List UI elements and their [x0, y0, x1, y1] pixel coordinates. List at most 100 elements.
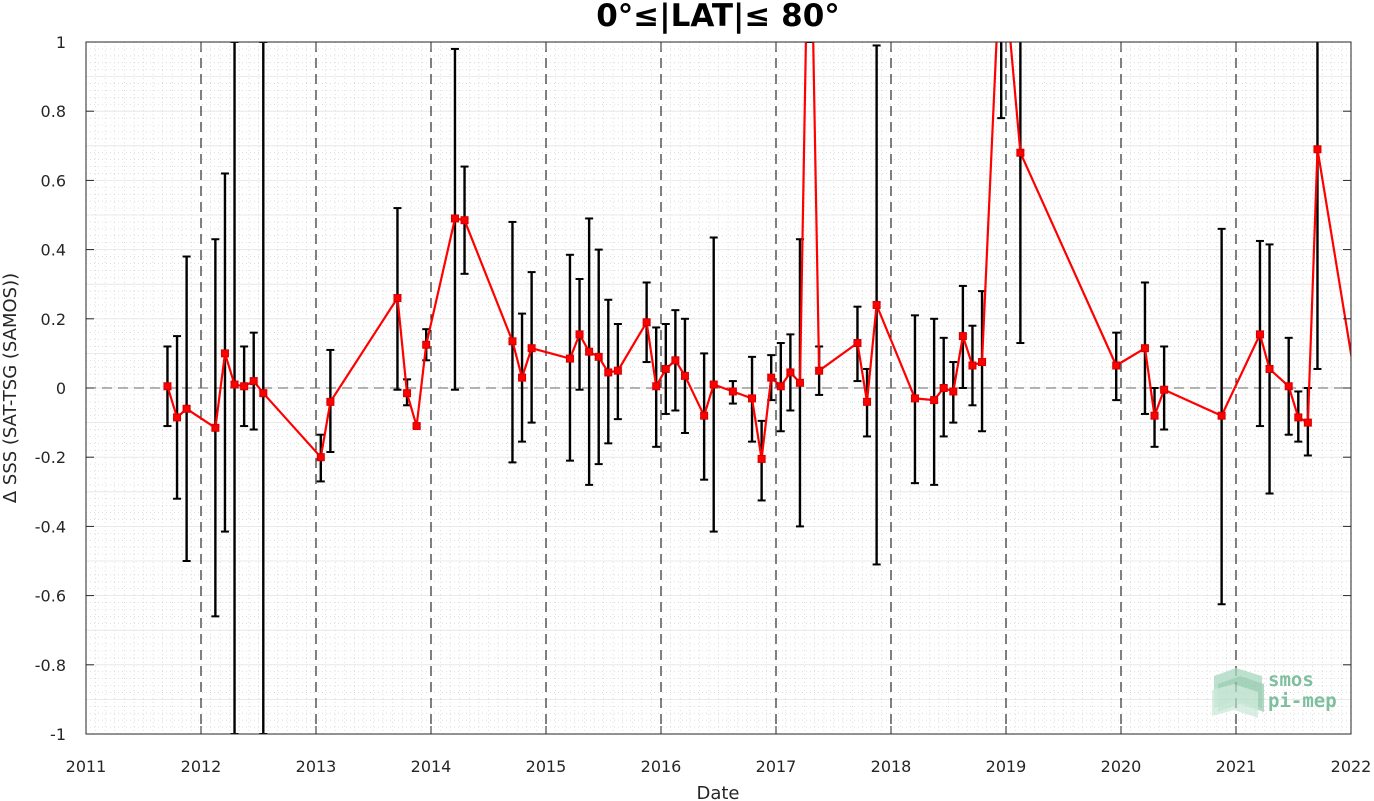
y-tick-label: -0.4 [35, 517, 66, 536]
data-point [230, 380, 239, 389]
logo-text-line2: pi-mep [1268, 690, 1337, 712]
y-tick-labels: -1 -0.8 -0.6 -0.4 -0.2 0 0.2 0.4 0.6 0.8 1 [35, 33, 66, 744]
data-point [163, 382, 172, 391]
data-point [853, 339, 862, 348]
y-tick-label: -0.2 [35, 448, 66, 467]
data-point [613, 366, 622, 375]
data-point [930, 396, 939, 405]
x-tick-label: 2011 [66, 757, 107, 776]
data-point [240, 382, 249, 391]
data-point [182, 404, 191, 413]
data-point [795, 378, 804, 387]
data-point [776, 382, 785, 391]
x-tick-labels: 2011 2012 2013 2014 2015 2016 2017 2018 2019 2020… [66, 757, 1372, 776]
data-point [910, 394, 919, 403]
data-point [815, 366, 824, 375]
y-tick-label: 0.2 [41, 310, 66, 329]
error-bar [259, 42, 268, 734]
data-point [249, 377, 258, 386]
x-axis-label: Date [696, 783, 739, 801]
x-tick-label: 2021 [1216, 757, 1257, 776]
data-point [671, 356, 680, 365]
data-point [700, 411, 709, 420]
x-tick-label: 2019 [986, 757, 1027, 776]
data-point [1284, 382, 1293, 391]
data-point [1313, 145, 1322, 154]
data-point [728, 387, 737, 396]
data-point [767, 373, 776, 382]
smos-pi-mep-logo: smos pi-mep [1212, 668, 1337, 718]
data-point [173, 413, 182, 422]
data-point [565, 354, 574, 363]
data-point [863, 397, 872, 406]
data-point [709, 380, 718, 389]
data-point [939, 384, 948, 392]
data-point [642, 318, 651, 327]
data-point [748, 394, 757, 403]
data-point [585, 347, 594, 356]
data-point [680, 371, 689, 380]
data-point [968, 361, 977, 370]
data-point [594, 352, 603, 361]
data-point [604, 368, 613, 377]
data-point [403, 389, 412, 398]
data-point [1150, 411, 1159, 420]
error-bar [1016, 42, 1025, 345]
chart-title: 0°≤|LAT|≤ 80° [596, 0, 840, 34]
data-point [978, 358, 987, 367]
data-point [661, 364, 670, 373]
data-point [211, 423, 220, 432]
x-tick-label: 2014 [411, 757, 452, 776]
data-point [450, 214, 459, 223]
markers [163, 145, 1359, 463]
minor-grid [86, 42, 1351, 734]
y-tick-label: 0.4 [41, 241, 66, 260]
data-point [1265, 364, 1274, 373]
data-point [757, 454, 766, 463]
x-tick-label: 2015 [526, 757, 567, 776]
series-line [166, 42, 1351, 460]
x-tick-label: 2022 [1331, 757, 1372, 776]
x-tick-label: 2018 [871, 757, 912, 776]
data-point [518, 373, 527, 382]
data-point [958, 332, 967, 341]
y-tick-label: -0.6 [35, 587, 66, 606]
data-point [1140, 344, 1149, 353]
data-point [575, 330, 584, 339]
y-tick-label: -0.8 [35, 656, 66, 675]
data-point [786, 368, 795, 377]
logo-text-line1: smos [1268, 669, 1314, 691]
data-point [527, 344, 536, 353]
data-point [1352, 379, 1359, 386]
y-tick-label: 0 [56, 379, 66, 398]
data-point [412, 422, 421, 431]
data-point [422, 340, 431, 349]
data-point [220, 349, 229, 358]
data-point [1217, 411, 1226, 420]
data-point [393, 294, 402, 303]
x-tick-label: 2012 [181, 757, 222, 776]
data-point [1112, 361, 1121, 370]
data-point [326, 397, 335, 406]
x-tick-label: 2013 [296, 757, 337, 776]
error-bar [1313, 42, 1322, 370]
data-point [1303, 418, 1312, 427]
logo-mark-icon [1212, 668, 1264, 718]
data-point [652, 382, 661, 391]
axis-ticks [85, 41, 1352, 735]
data-point [1016, 148, 1025, 157]
plot-area [163, 42, 1360, 734]
y-tick-label: 0.6 [41, 171, 66, 190]
data-point [259, 389, 268, 398]
data-point [872, 300, 881, 309]
data-point [316, 453, 325, 462]
error-bar [1352, 362, 1360, 405]
data-point [508, 337, 517, 346]
data-point [949, 387, 958, 396]
y-tick-label: 1 [56, 33, 66, 52]
x-tick-label: 2020 [1101, 757, 1142, 776]
error-bar [997, 42, 1006, 120]
x-tick-label: 2016 [641, 757, 682, 776]
y-tick-label: -1 [50, 725, 66, 744]
